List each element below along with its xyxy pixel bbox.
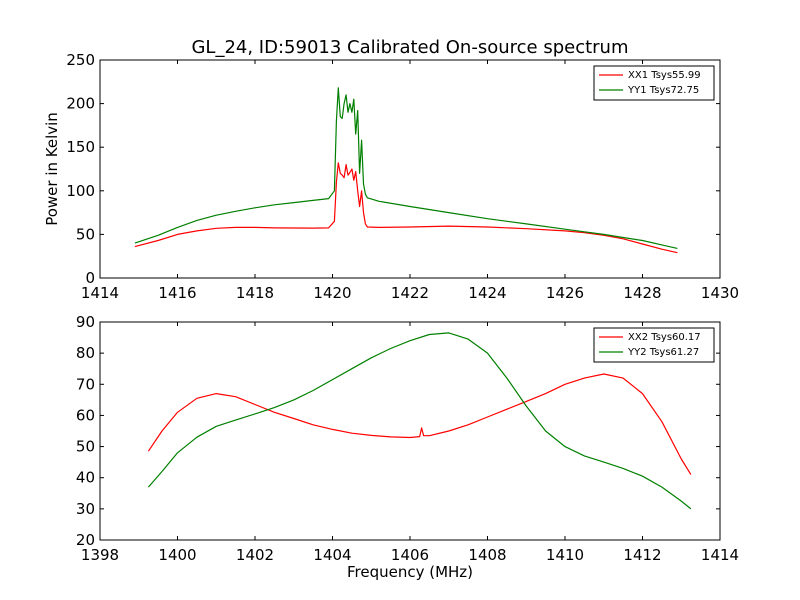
x-tick-label: 1428: [623, 284, 661, 302]
series-line-yy1: [134, 87, 678, 249]
y-tick-label: 100: [66, 182, 95, 200]
x-tick-label: 1406: [391, 546, 429, 564]
y-tick-label: 70: [76, 375, 95, 393]
top-panel: 1414 1416 1418 1420 1422 1424 1426 1428 1430 0 50 1…: [43, 51, 739, 302]
bottom-x-axis-label: Frequency (MHz): [347, 563, 473, 581]
top-legend-box: [593, 65, 715, 101]
y-tick-label: 150: [66, 138, 95, 156]
y-tick-label: 20: [76, 531, 95, 549]
x-tick-label: 1420: [313, 284, 351, 302]
y-tick-label: 200: [66, 95, 95, 113]
y-tick-label: 60: [76, 406, 95, 424]
top-legend: XX1 Tsys55.99 YY1 Tsys72.75: [593, 65, 715, 101]
x-tick-label: 1408: [468, 546, 506, 564]
x-tick-label: 1430: [701, 284, 739, 302]
x-tick-label: 1416: [158, 284, 196, 302]
top-y-axis-label: Power in Kelvin: [43, 112, 61, 226]
y-tick-label: 50: [76, 225, 95, 243]
x-tick-label: 1414: [81, 284, 119, 302]
x-tick-label: 1426: [546, 284, 584, 302]
series-line-xx1: [134, 162, 678, 254]
x-tick-label: 1422: [391, 284, 429, 302]
x-tick-label: 1418: [236, 284, 274, 302]
bottom-panel-series: [147, 332, 692, 510]
x-tick-label: 1414: [701, 546, 739, 564]
legend-label-yy2: YY2 Tsys61.27: [627, 347, 699, 358]
y-tick-label: 50: [76, 438, 95, 456]
y-tick-label: 250: [66, 51, 95, 69]
top-panel-series: [134, 87, 678, 254]
x-tick-label: 1398: [81, 546, 119, 564]
x-tick-label: 1412: [623, 546, 661, 564]
bottom-legend: XX2 Tsys60.17 YY2 Tsys61.27: [593, 327, 715, 363]
y-tick-label: 80: [76, 344, 95, 362]
top-panel-ticks: 1414 1416 1418 1420 1422 1424 1426 1428 1430 0 50 1…: [66, 51, 739, 302]
x-tick-label: 1400: [158, 546, 196, 564]
series-line-xx2: [147, 373, 692, 475]
x-tick-label: 1424: [468, 284, 506, 302]
y-tick-label: 30: [76, 500, 95, 518]
bottom-legend-box: [593, 327, 715, 363]
x-tick-label: 1402: [236, 546, 274, 564]
chart-title: GL_24, ID:59013 Calibrated On-source spe…: [191, 37, 628, 58]
bottom-panel-ticks: 1398 1400 1402 1404 1406 1408 1410 1412 1414 20 30…: [76, 313, 739, 564]
series-line-yy2: [147, 332, 692, 510]
y-tick-label: 90: [76, 313, 95, 331]
x-tick-label: 1410: [546, 546, 584, 564]
legend-label-xx1: XX1 Tsys55.99: [628, 70, 701, 81]
bottom-panel: 1398 1400 1402 1404 1406 1408 1410 1412 1414 20 30…: [76, 313, 739, 581]
y-tick-label: 0: [85, 269, 95, 287]
x-tick-label: 1404: [313, 546, 351, 564]
legend-label-xx2: XX2 Tsys60.17: [628, 332, 701, 343]
y-tick-label: 40: [76, 469, 95, 487]
legend-label-yy1: YY1 Tsys72.75: [627, 85, 699, 96]
